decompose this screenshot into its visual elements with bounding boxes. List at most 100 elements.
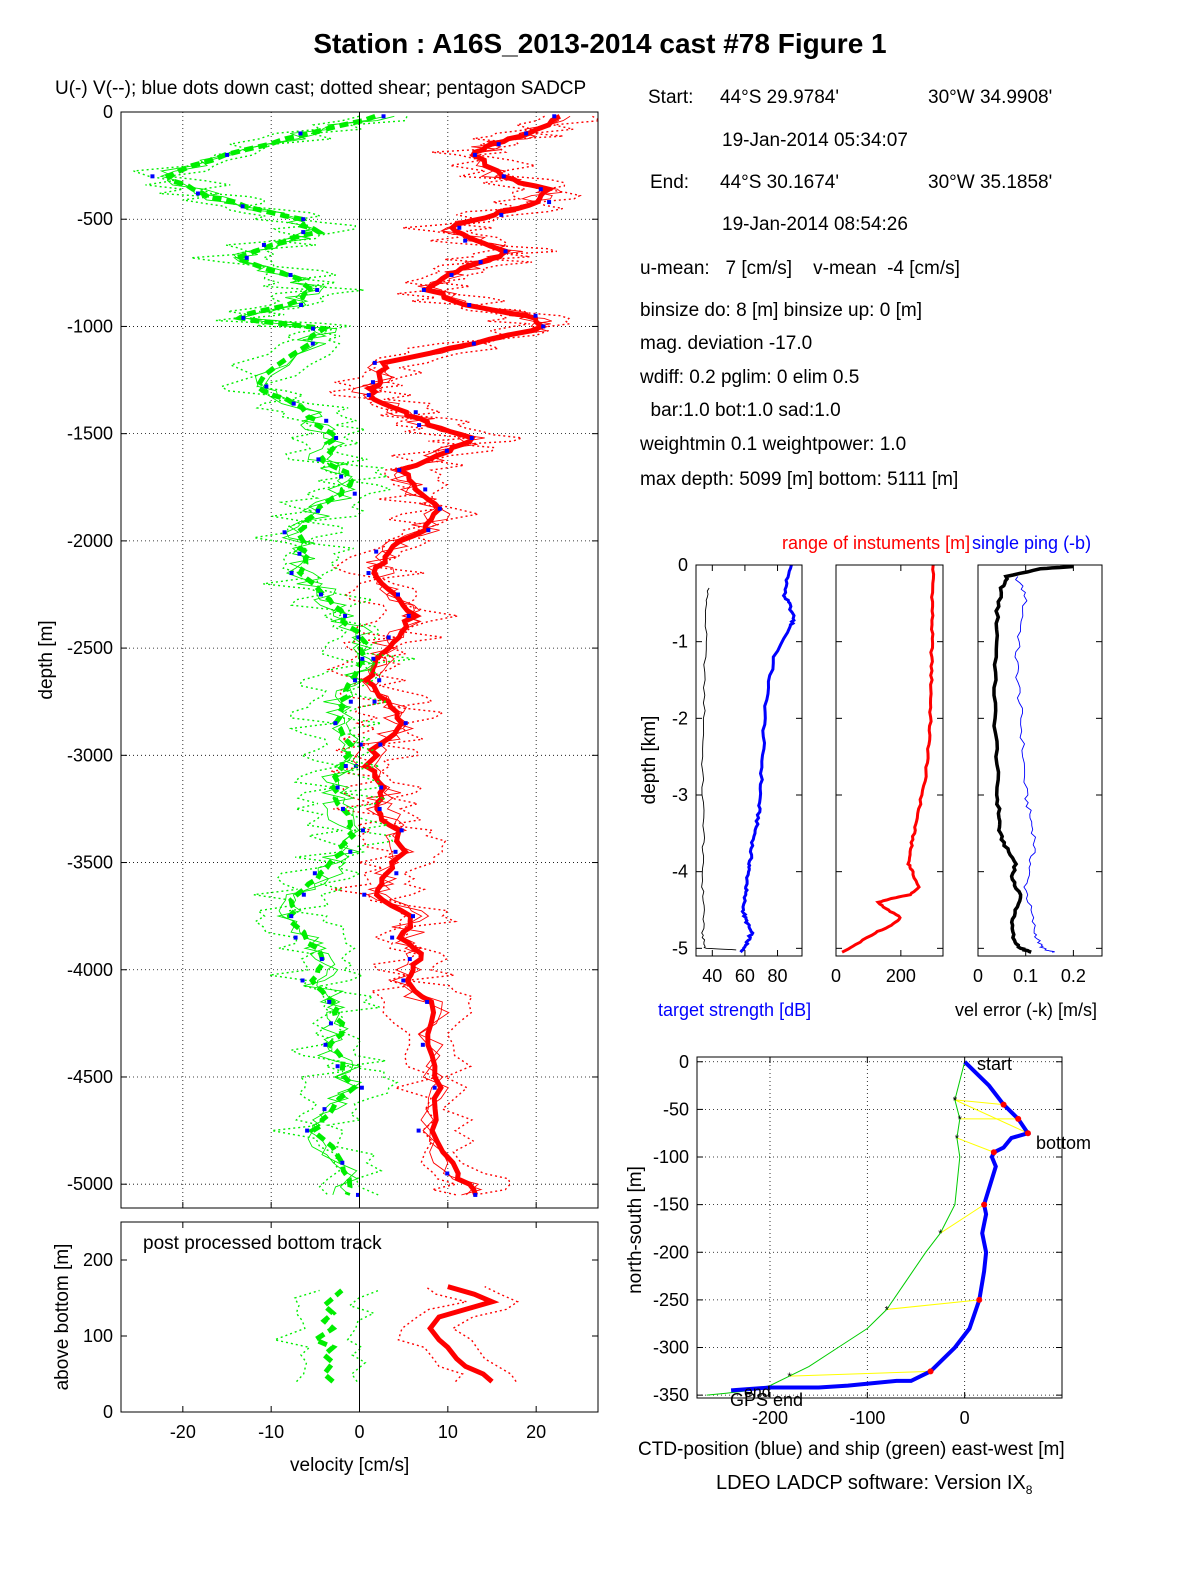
end-lon: 30°W 35.1858' — [928, 172, 1053, 193]
target-y-tick-label: -2 — [672, 708, 688, 728]
profile-y-tick-label: -5000 — [67, 1174, 113, 1194]
profile-downcast-dot — [333, 721, 338, 726]
target-y-tick-label: -1 — [672, 632, 688, 652]
end-label: End: — [650, 172, 690, 193]
profile-v-thin-line — [159, 115, 386, 1196]
bottom-track-v-shear-line — [346, 1289, 379, 1383]
profile-downcast-dot — [366, 393, 371, 398]
target-y-tick-label: -5 — [672, 938, 688, 958]
profile-downcast-dot — [353, 764, 358, 769]
profile-downcast-dot — [339, 474, 344, 479]
profile-downcast-dot — [315, 287, 320, 292]
profile-downcast-dot — [478, 260, 483, 265]
profile-downcast-dot — [352, 491, 357, 496]
profile-downcast-dot — [432, 1085, 437, 1090]
target-y-tick-label: -4 — [672, 862, 688, 882]
maxdepth-text: max depth: 5099 [m] bottom: 5111 [m] — [640, 469, 959, 490]
profile-downcast-dot — [372, 360, 377, 365]
figure-title: Station : A16S_2013-2014 cast #78 Figure… — [313, 28, 887, 59]
error-single-ping-line — [1014, 576, 1055, 953]
software-footer: LDEO LADCP software: Version IX8 — [716, 1472, 1032, 1497]
profile-downcast-dot — [403, 721, 408, 726]
profile-downcast-dot — [417, 423, 422, 428]
profile-y-tick-label: 0 — [103, 102, 113, 122]
profile-downcast-dot — [348, 699, 353, 704]
profile-downcast-dot — [381, 114, 386, 119]
profile-downcast-dot — [312, 871, 317, 876]
means-text: u-mean: 7 [cm/s] v-mean -4 [cm/s] — [640, 258, 960, 279]
profile-downcast-dot — [401, 978, 406, 983]
position-link-line — [789, 1370, 931, 1377]
position-y-tick-label: 0 — [679, 1052, 689, 1072]
profile-y-tick-label: -500 — [77, 209, 113, 229]
range-title: range of instuments [m] — [782, 533, 971, 553]
position-y-tick-label: -300 — [653, 1338, 689, 1358]
position-link-line — [940, 1204, 985, 1234]
ship-marker: * — [955, 1133, 960, 1145]
profile-downcast-dot — [358, 742, 363, 747]
profile-downcast-dot — [352, 678, 357, 683]
profile-y-tick-label: -1000 — [67, 316, 113, 336]
profile-subtitle: U(-) V(--); blue dots down cast; dotted … — [55, 78, 587, 99]
profile-downcast-dot — [471, 341, 476, 346]
profile-downcast-dot — [416, 1128, 421, 1133]
target-y-tick-label: 0 — [678, 555, 688, 575]
profile-downcast-dot — [547, 200, 552, 205]
wdiff-text: wdiff: 0.2 pglim: 0 elim 0.5 — [640, 367, 860, 388]
profile-downcast-dot — [445, 1171, 450, 1176]
profile-downcast-dot — [377, 678, 382, 683]
error-x-tick-label: 0.1 — [1013, 966, 1038, 986]
profile-downcast-dot — [282, 530, 287, 535]
footer-text: LDEO LADCP software: Version IX — [716, 1472, 1026, 1494]
error-title: single ping (-b) — [972, 533, 1092, 553]
profile-downcast-dot — [372, 699, 377, 704]
start-label: Start: — [648, 87, 694, 108]
profile-downcast-dot — [264, 384, 269, 389]
error-xlabel: vel error (-k) [m/s] — [955, 1000, 1097, 1020]
profile-downcast-dot — [541, 324, 546, 329]
profile-downcast-dot — [301, 892, 306, 897]
profile-downcast-dot — [150, 174, 155, 179]
profile-downcast-dot — [289, 571, 294, 576]
profile-downcast-dot — [423, 487, 428, 492]
bottom-track-y-tick-label: 0 — [103, 1402, 113, 1422]
profile-downcast-dot — [335, 1064, 340, 1069]
profile-downcast-dot — [473, 1192, 478, 1197]
profile-downcast-dot — [467, 302, 472, 307]
profile-downcast-dot — [406, 613, 411, 618]
error-data-group — [992, 565, 1074, 954]
weight-text: weightmin 0.1 weightpower: 1.0 — [640, 434, 907, 455]
position-link-line — [954, 1099, 1029, 1134]
profile-downcast-dot — [334, 435, 339, 440]
profile-downcast-dot — [225, 152, 230, 157]
binsize-text: binsize do: 8 [m] binsize up: 0 [m] — [640, 300, 922, 321]
profile-downcast-dot — [310, 341, 315, 346]
profile-downcast-dot — [378, 742, 383, 747]
profile-downcast-dot — [315, 508, 320, 513]
position-x-tick-label: -200 — [752, 1408, 788, 1428]
profile-downcast-dot — [362, 892, 367, 897]
profile-downcast-dot — [397, 468, 402, 473]
profile-downcast-dot — [394, 871, 399, 876]
profile-v-thin-line — [159, 115, 395, 1196]
profile-downcast-dot — [390, 935, 395, 940]
profile-downcast-dot — [472, 152, 477, 157]
profile-y-tick-label: -2000 — [67, 531, 113, 551]
profile-downcast-dot — [437, 506, 442, 511]
footer-sub: 8 — [1025, 1483, 1033, 1497]
ship-marker: * — [953, 1095, 958, 1107]
start-lat: 44°S 29.9784' — [720, 87, 839, 108]
profile-downcast-dot — [318, 592, 323, 597]
ctd-marker — [927, 1368, 934, 1375]
bottom-track-x-tick-label: -10 — [258, 1422, 284, 1442]
position-xlabel: CTD-position (blue) and ship (green) eas… — [638, 1439, 1065, 1460]
profile-downcast-dot — [316, 457, 321, 462]
ctd-marker — [1024, 1130, 1031, 1137]
profile-downcast-dot — [524, 131, 529, 136]
profile-downcast-dot — [301, 217, 306, 222]
range-x-tick-label: 0 — [831, 966, 841, 986]
ship-marker: * — [958, 1114, 963, 1126]
profile-downcast-dot — [300, 978, 305, 983]
profile-downcast-dot — [463, 238, 468, 243]
